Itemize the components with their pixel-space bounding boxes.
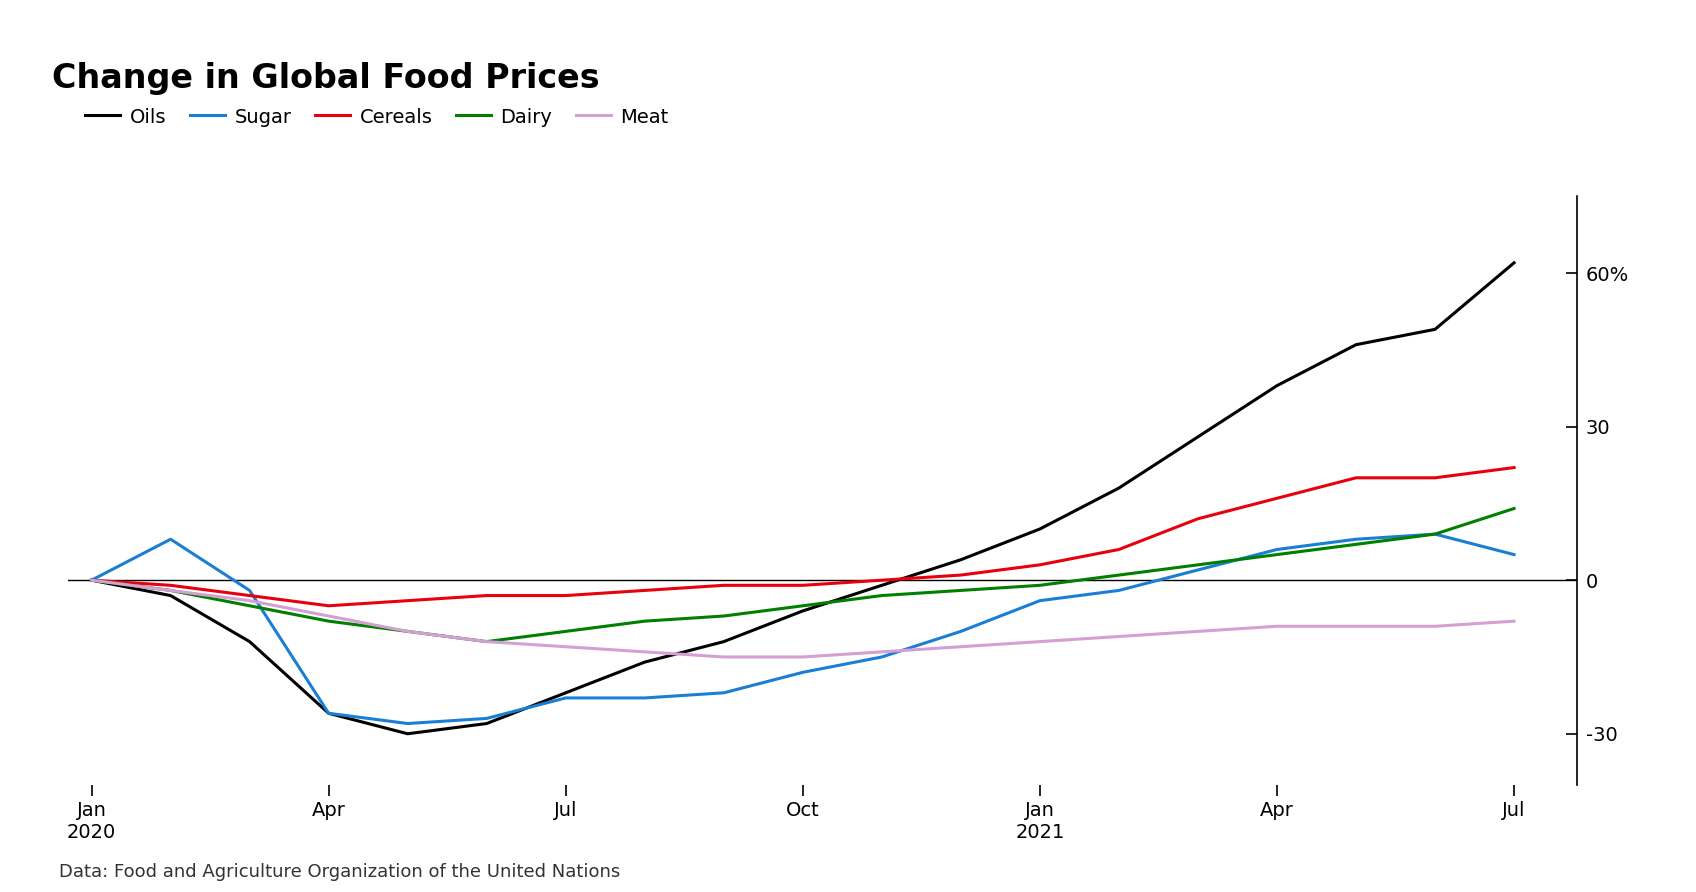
Text: Change in Global Food Prices: Change in Global Food Prices <box>53 62 600 95</box>
Text: Data: Food and Agriculture Organization of the United Nations: Data: Food and Agriculture Organization … <box>59 863 621 881</box>
Legend: Oils, Sugar, Cereals, Dairy, Meat: Oils, Sugar, Cereals, Dairy, Meat <box>78 100 677 135</box>
